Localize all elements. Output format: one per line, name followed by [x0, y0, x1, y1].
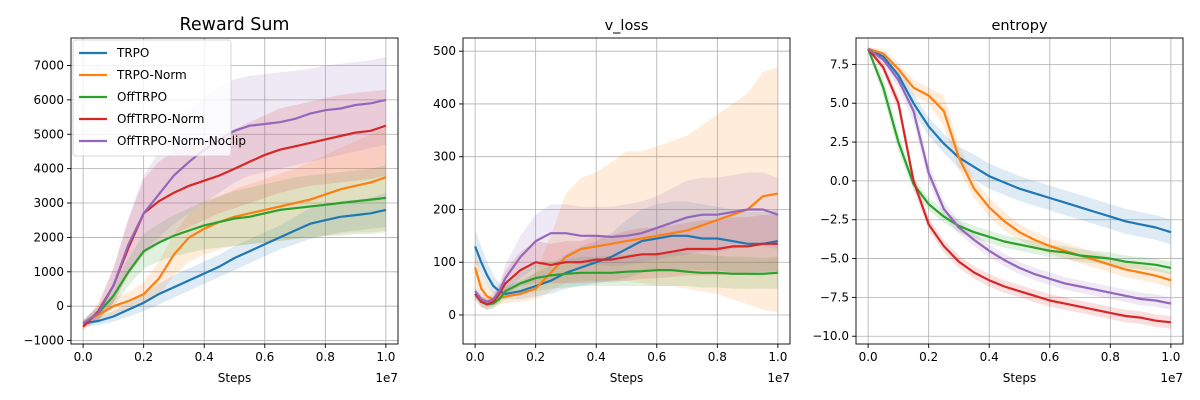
x-tick-label: 0.6	[255, 350, 274, 364]
y-tick-label: 1000	[33, 265, 64, 279]
chart-panel-entropy: 0.0 0.2 0.4 0.6 0.8 1.0 −10.0 −7.5 −5.0 −2.5 0.0 2.…	[812, 18, 1184, 385]
x-tick-label: 1.0	[768, 350, 787, 364]
legend-label-trpo: TRPO	[116, 46, 149, 60]
legend: TRPO TRPO-Norm OffTRPO OffTRPO-Norm OffTRPO-…	[72, 39, 246, 157]
band-offtrpo-norm	[83, 89, 386, 331]
band-offtrpo-norm-noclip	[83, 56, 386, 327]
line-trpo	[82, 208, 387, 325]
legend-label-offtrpo: OffTRPO	[117, 90, 167, 104]
line-offtrpo	[82, 196, 387, 325]
x-tick-label: 0.4	[980, 350, 999, 364]
line-offtrpo-norm-noclip	[474, 208, 779, 303]
band-trpo	[868, 47, 1171, 245]
axes-frame	[855, 37, 1184, 345]
x-tick-label: 0.6	[647, 350, 666, 364]
y-tick-label: −2.5	[820, 213, 849, 227]
x-tick-label: 0.2	[526, 350, 545, 364]
plot-area	[474, 67, 779, 313]
x-tick-label: 0.4	[195, 350, 214, 364]
y-tick-label: −10.0	[812, 329, 849, 343]
line-offtrpo	[867, 48, 1172, 269]
plot-area	[867, 47, 1172, 329]
plot-area	[82, 56, 387, 331]
line-offtrpo-norm-noclip	[867, 48, 1172, 305]
x-offset-label: 1e7	[1160, 371, 1183, 385]
x-axis-label: Steps	[610, 371, 644, 385]
y-tick-label: −1000	[23, 334, 64, 348]
y-tick-label: 5000	[33, 127, 64, 141]
legend-label-offtrpo-norm: OffTRPO-Norm	[117, 112, 204, 126]
x-tick-label: 0.8	[316, 350, 335, 364]
chart-panel-v-loss: 0.0 0.2 0.4 0.6 0.8 1.0 0 100 200 300 400 500 v_loss…	[433, 18, 791, 385]
x-tick-label: 1.0	[376, 350, 395, 364]
line-offtrpo-norm-noclip	[82, 98, 387, 325]
y-tick-label: 0	[56, 299, 64, 313]
x-tick-label: 0.2	[134, 350, 153, 364]
line-trpo-norm	[82, 176, 387, 325]
x-tick-label: 0.8	[1101, 350, 1120, 364]
x-axis-label: Steps	[218, 371, 252, 385]
line-trpo-norm	[474, 192, 779, 301]
band-trpo-norm	[868, 47, 1171, 289]
x-tick-label: 0.8	[708, 350, 727, 364]
chart-title: v_loss	[605, 18, 649, 34]
y-tick-label: 4000	[33, 162, 64, 176]
y-tick-label: 6000	[33, 93, 64, 107]
axes-frame	[462, 37, 791, 345]
x-tick-label: 0.4	[587, 350, 606, 364]
y-tick-label: 300	[433, 150, 456, 164]
y-tick-label: 200	[433, 202, 456, 216]
y-tick-label: 2.5	[830, 135, 849, 149]
x-tick-label: 0.6	[1040, 350, 1059, 364]
grid	[463, 38, 790, 344]
x-offset-label: 1e7	[375, 371, 398, 385]
y-tick-label: 2000	[33, 230, 64, 244]
chart-title: entropy	[991, 18, 1048, 34]
line-trpo	[867, 47, 1172, 234]
legend-label-offtrpo-norm-noclip: OffTRPO-Norm-Noclip	[117, 134, 246, 148]
x-tick-label: 0.0	[859, 350, 878, 364]
line-trpo-norm	[867, 47, 1172, 282]
x-tick-label: 0.0	[466, 350, 485, 364]
y-tick-label: 0	[448, 308, 456, 322]
y-tick-label: 100	[433, 255, 456, 269]
y-tick-label: 5.0	[830, 96, 849, 110]
x-tick-label: 0.2	[919, 350, 938, 364]
x-tick-label: 1.0	[1161, 350, 1180, 364]
legend-label-trpo-norm: TRPO-Norm	[116, 68, 187, 82]
line-offtrpo-norm	[867, 48, 1172, 324]
band-offtrpo-norm-noclip	[475, 172, 778, 308]
y-tick-label: −5.0	[820, 252, 849, 266]
chart-panel-reward-sum: 0.0 0.2 0.4 0.6 0.8 1.0 −1000 0 1000 2000 3000 4000…	[23, 15, 399, 385]
axes-frame	[70, 37, 399, 345]
x-offset-label: 1e7	[767, 371, 790, 385]
grid	[856, 38, 1183, 344]
legend-box	[72, 39, 232, 157]
line-offtrpo-norm	[474, 242, 778, 306]
y-tick-label: 7000	[33, 59, 64, 73]
band-trpo-norm	[475, 67, 778, 313]
y-tick-label: 3000	[33, 196, 64, 210]
x-tick-label: 0.0	[74, 350, 93, 364]
x-axis-label: Steps	[1003, 371, 1037, 385]
chart-title: Reward Sum	[180, 15, 290, 35]
line-offtrpo	[474, 269, 778, 306]
y-tick-label: 0.0	[830, 174, 849, 188]
band-offtrpo	[475, 251, 778, 310]
y-tick-label: −7.5	[820, 290, 849, 304]
y-tick-label: 400	[433, 97, 456, 111]
y-tick-label: 500	[433, 44, 456, 58]
y-tick-label: 7.5	[830, 57, 849, 71]
